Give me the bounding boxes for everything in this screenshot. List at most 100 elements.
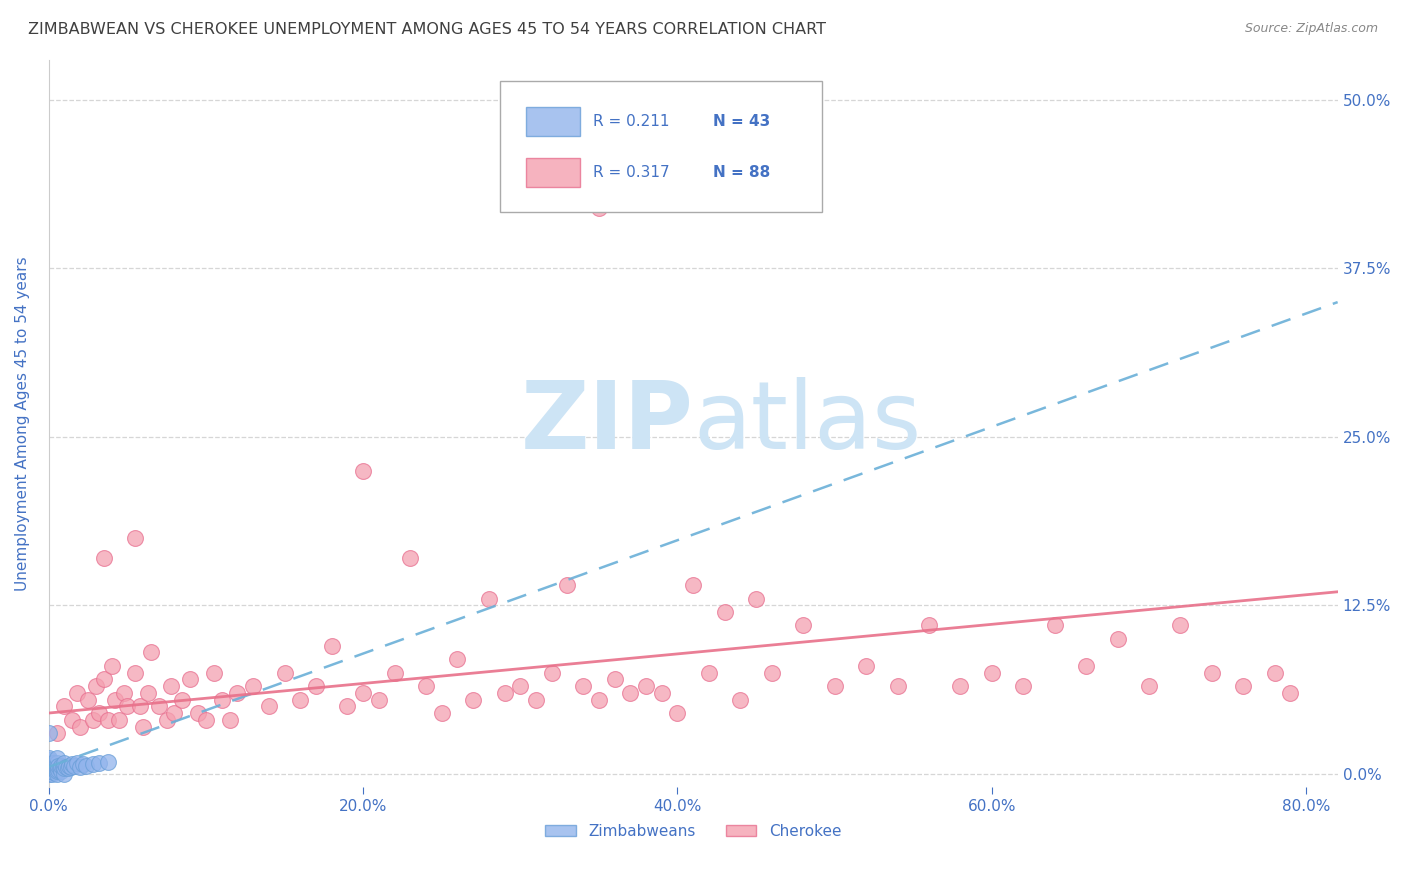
Point	[156, 713, 179, 727]
Point	[84, 679, 107, 693]
FancyBboxPatch shape	[526, 158, 579, 187]
Point	[52, 760, 75, 774]
Point	[603, 673, 626, 687]
Point	[51, 764, 73, 778]
Point	[46, 758, 69, 772]
Point	[1076, 659, 1098, 673]
Point	[42, 756, 65, 770]
Point	[1279, 686, 1302, 700]
Point	[41, 761, 63, 775]
Point	[619, 686, 641, 700]
Point	[38, 726, 60, 740]
Point	[160, 679, 183, 693]
Point	[242, 679, 264, 693]
Point	[792, 618, 814, 632]
Point	[682, 578, 704, 592]
Point	[132, 719, 155, 733]
Point	[38, 761, 60, 775]
Point	[572, 679, 595, 693]
Point	[100, 659, 122, 673]
Point	[415, 679, 437, 693]
Point	[136, 686, 159, 700]
Point	[1201, 665, 1223, 680]
Point	[494, 686, 516, 700]
Point	[53, 761, 76, 775]
Point	[44, 763, 66, 777]
Point	[588, 692, 610, 706]
Text: Source: ZipAtlas.com: Source: ZipAtlas.com	[1244, 22, 1378, 36]
Point	[139, 645, 162, 659]
Point	[108, 713, 131, 727]
Text: ZIMBABWEAN VS CHEROKEE UNEMPLOYMENT AMONG AGES 45 TO 54 YEARS CORRELATION CHART: ZIMBABWEAN VS CHEROKEE UNEMPLOYMENT AMON…	[28, 22, 827, 37]
Point	[352, 463, 374, 477]
Point	[226, 686, 249, 700]
Point	[179, 673, 201, 687]
Point	[148, 699, 170, 714]
Point	[124, 531, 146, 545]
Point	[211, 692, 233, 706]
Point	[588, 201, 610, 215]
Point	[194, 713, 217, 727]
Point	[41, 764, 63, 778]
Point	[980, 665, 1002, 680]
Text: R = 0.211: R = 0.211	[593, 114, 669, 129]
Point	[87, 756, 110, 770]
Text: N = 88: N = 88	[713, 165, 769, 180]
Point	[45, 760, 67, 774]
Point	[38, 766, 60, 780]
Point	[45, 726, 67, 740]
Point	[367, 692, 389, 706]
Point	[651, 686, 673, 700]
Point	[290, 692, 312, 706]
Point	[1137, 679, 1160, 693]
Text: atlas: atlas	[693, 377, 921, 469]
Point	[45, 764, 67, 778]
Point	[1043, 618, 1066, 632]
Point	[1264, 665, 1286, 680]
Point	[77, 692, 100, 706]
Point	[38, 764, 60, 778]
Point	[399, 551, 422, 566]
Point	[87, 706, 110, 720]
Point	[53, 699, 76, 714]
Point	[59, 760, 82, 774]
Point	[430, 706, 453, 720]
Point	[697, 665, 720, 680]
Point	[72, 757, 94, 772]
Point	[321, 639, 343, 653]
Point	[60, 757, 83, 772]
Point	[46, 763, 69, 777]
Point	[745, 591, 768, 606]
Point	[478, 591, 501, 606]
Point	[509, 679, 531, 693]
Point	[93, 551, 115, 566]
Point	[1232, 679, 1254, 693]
Point	[273, 665, 295, 680]
Point	[305, 679, 328, 693]
Point	[76, 758, 98, 772]
Point	[336, 699, 359, 714]
Point	[38, 750, 60, 764]
Point	[41, 757, 63, 772]
Point	[41, 766, 63, 780]
Point	[45, 750, 67, 764]
Point	[55, 760, 77, 774]
Point	[1107, 632, 1129, 646]
Point	[1170, 618, 1192, 632]
Point	[38, 753, 60, 767]
Point	[257, 699, 280, 714]
Point	[918, 618, 941, 632]
Point	[855, 659, 877, 673]
Point	[82, 757, 104, 772]
Y-axis label: Unemployment Among Ages 45 to 54 years: Unemployment Among Ages 45 to 54 years	[15, 256, 30, 591]
Point	[949, 679, 972, 693]
Point	[38, 756, 60, 770]
Point	[713, 605, 735, 619]
Point	[824, 679, 846, 693]
Point	[124, 665, 146, 680]
Point	[112, 686, 135, 700]
Point	[634, 679, 657, 693]
Point	[48, 761, 70, 775]
Point	[104, 692, 127, 706]
Point	[97, 713, 120, 727]
